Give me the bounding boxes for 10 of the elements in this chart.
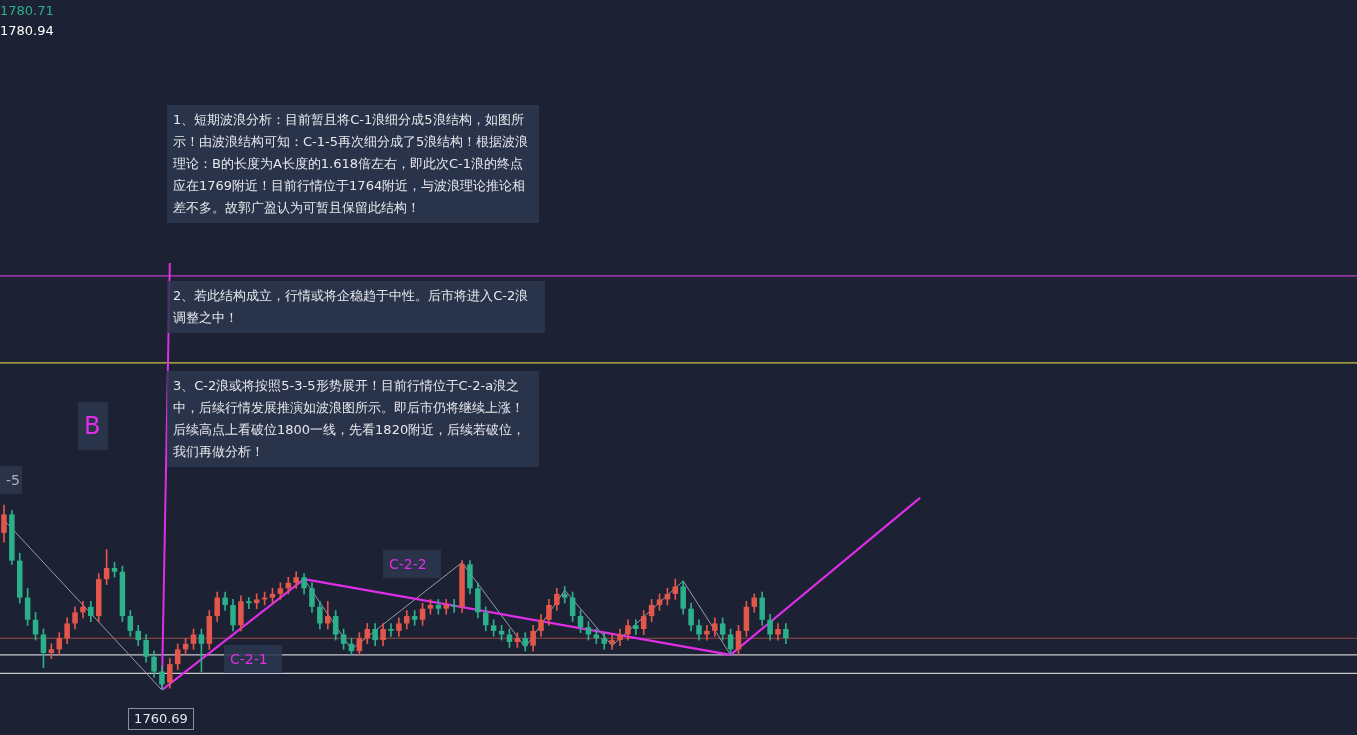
- annotation: C-2-2: [383, 550, 441, 578]
- text: 1780.94: [0, 22, 55, 40]
- text: 1、短期波浪分析：目前暂且将C-1浪细分成5浪结构，如图所示！由波浪结构可知：C-1-5再次细分成了5浪结构！根据波浪理论：B的长度为A长度的1.618倍左右，即此次C-1浪的终点应在1769附近！目前行情位于1764附近，与波浪理论推论相差不多。故郭广盈认为可暂且保留此结构！: [167, 105, 539, 223]
- text: 3、C-2浪或将按照5-3-5形势展开！目前行情位于C-2-a浪之中，后续行情发展推演如波浪图所示。即后市仍将继续上涨！后续高点上看破位1800一线，先看1820附近，后续若破位，我们再做分析！: [167, 371, 539, 467]
- text: -5: [0, 466, 22, 494]
- text: 1780.71: [0, 2, 55, 20]
- text: 1760.69: [128, 708, 194, 730]
- text: 2、若此结构成立，行情或将企稳趋于中性。后市将进入C-2浪调整之中！: [167, 281, 545, 333]
- annotation: C-2-1: [224, 645, 282, 673]
- text: B: [78, 402, 108, 450]
